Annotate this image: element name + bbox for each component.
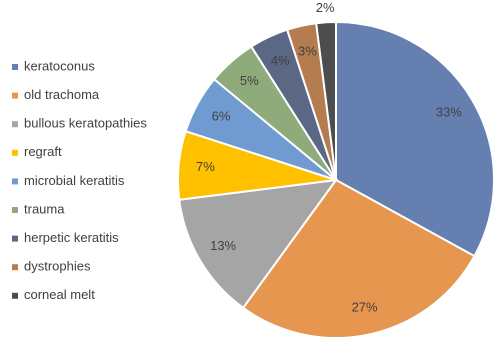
data-label: 3% (298, 43, 317, 58)
pie-slice (241, 178, 476, 339)
legend-marker (12, 264, 18, 271)
pie-slice (178, 178, 339, 310)
legend-marker (12, 235, 18, 242)
legend-marker (12, 64, 18, 70)
legend-marker (12, 178, 18, 185)
data-label: 13% (210, 238, 236, 253)
pie-slice (335, 20, 495, 258)
legend-label: herpetic keratitis (24, 230, 119, 245)
legend-label: regraft (24, 144, 62, 159)
legend-marker (12, 149, 18, 156)
legend-marker (12, 121, 18, 128)
data-label: 7% (196, 159, 215, 174)
legend-marker (12, 292, 18, 299)
data-label: 6% (212, 108, 231, 123)
legend-label: bullous keratopathies (24, 116, 147, 131)
legend-label: dystrophies (24, 259, 91, 274)
legend-marker (12, 92, 18, 99)
data-label: 5% (240, 73, 259, 88)
legend-label: corneal melt (24, 287, 95, 302)
data-label: 2% (316, 0, 335, 15)
data-label: 33% (436, 105, 462, 120)
legend-label: old trachoma (24, 87, 100, 102)
legend-marker (12, 207, 18, 213)
legend-label: microbial keratitis (24, 173, 125, 188)
legend-label: keratoconus (24, 58, 95, 73)
data-label: 4% (271, 53, 290, 68)
legend-label: trauma (24, 201, 65, 216)
data-label: 27% (352, 299, 378, 314)
pie-slice (315, 20, 337, 181)
